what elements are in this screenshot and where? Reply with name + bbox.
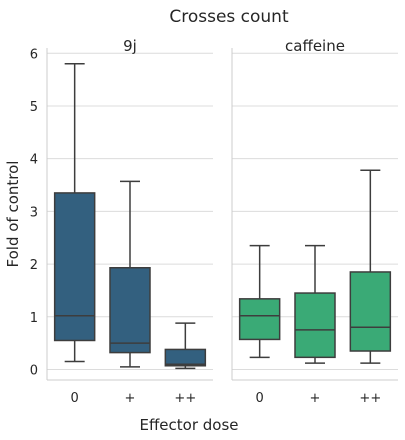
- x-tick-label: 0: [71, 391, 79, 406]
- y-tick-label: 4: [30, 153, 38, 168]
- x-tick-label: +: [310, 391, 321, 406]
- y-tick-label: 2: [30, 258, 38, 273]
- y-tick-label: 0: [30, 363, 38, 378]
- box-0: [53, 63, 96, 363]
- y-tick-label: 1: [30, 311, 38, 326]
- box-+: [109, 180, 151, 368]
- box-body: [164, 348, 207, 367]
- box-+: [294, 244, 336, 364]
- x-tick-label: ++: [359, 391, 381, 406]
- box-body: [294, 292, 336, 359]
- panel-title: 9j: [123, 37, 137, 55]
- chart-title: Crosses count: [169, 7, 289, 27]
- x-tick-label: 0: [256, 391, 264, 406]
- box-body: [238, 298, 281, 341]
- y-tick-label: 3: [30, 205, 38, 220]
- y-tick-label: 6: [30, 47, 38, 62]
- box-body: [109, 267, 151, 354]
- x-tick-label: ++: [174, 391, 196, 406]
- y-axis-label: Fold of control: [4, 161, 22, 268]
- y-tick-label: 5: [30, 100, 38, 115]
- box-0: [238, 244, 281, 359]
- box-body: [349, 271, 392, 352]
- box-++: [349, 169, 392, 364]
- box-++: [164, 322, 207, 370]
- box-body: [53, 192, 96, 342]
- panel-title: caffeine: [285, 37, 345, 55]
- x-tick-label: +: [125, 391, 136, 406]
- x-axis-label: Effector dose: [139, 416, 238, 434]
